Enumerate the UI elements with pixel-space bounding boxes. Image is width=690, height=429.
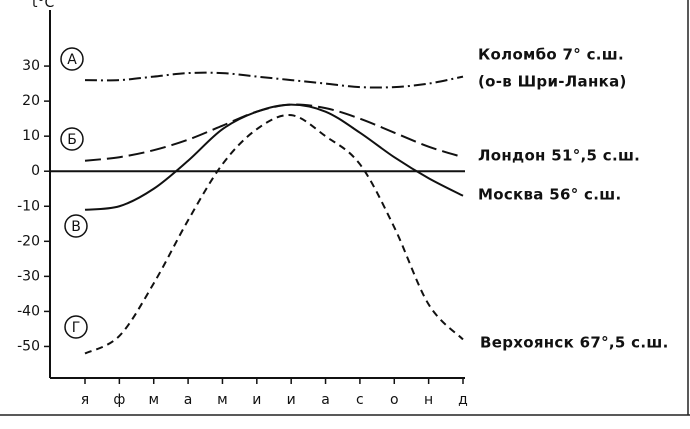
- series-label: Лондон 51°,5 с.ш.: [478, 147, 640, 165]
- x-tick-label: и: [287, 392, 296, 408]
- marker-letter: В: [71, 219, 81, 235]
- marker-circle: [60, 127, 84, 151]
- series-label: Москва 56° с.ш.: [478, 186, 621, 204]
- y-tick-label: -50: [17, 338, 40, 354]
- series-label: Верхоянск 67°,5 с.ш.: [480, 334, 669, 352]
- x-tick-label: д: [458, 392, 468, 408]
- series-line: [84, 114, 464, 355]
- series-line: [84, 71, 464, 89]
- series-note: (о-в Шри-Ланка): [478, 73, 627, 91]
- y-tick-label: 10: [22, 128, 40, 144]
- y-tick-label: -10: [17, 198, 40, 214]
- x-tick-label: н: [424, 392, 433, 408]
- y-tick-label: -40: [17, 303, 40, 319]
- x-tick-label: и: [252, 392, 261, 408]
- marker-letter: А: [67, 52, 77, 68]
- marker-circle: [64, 214, 88, 238]
- y-tick-label: -30: [17, 268, 40, 284]
- marker-circle: [64, 315, 88, 339]
- x-tick-label: м: [148, 392, 159, 408]
- series-line: [84, 103, 464, 211]
- y-tick-label: 0: [31, 163, 40, 179]
- series-line: [84, 103, 464, 162]
- series-label: Коломбо 7° с.ш.: [478, 46, 624, 64]
- x-tick-label: м: [217, 392, 228, 408]
- y-tick-label: 30: [22, 58, 40, 74]
- y-tick-label: 20: [22, 93, 40, 109]
- y-tick-label: -20: [17, 233, 40, 249]
- x-tick-label: с: [356, 392, 364, 408]
- marker-letter: Б: [67, 132, 77, 148]
- marker-letter: Г: [72, 320, 81, 336]
- x-tick-label: ф: [113, 392, 125, 408]
- y-axis-label: t°C: [32, 0, 54, 11]
- x-tick-label: а: [321, 392, 330, 408]
- marker-circle: [60, 47, 84, 71]
- x-tick-label: я: [81, 392, 89, 408]
- x-tick-label: а: [184, 392, 193, 408]
- x-tick-label: о: [390, 392, 399, 408]
